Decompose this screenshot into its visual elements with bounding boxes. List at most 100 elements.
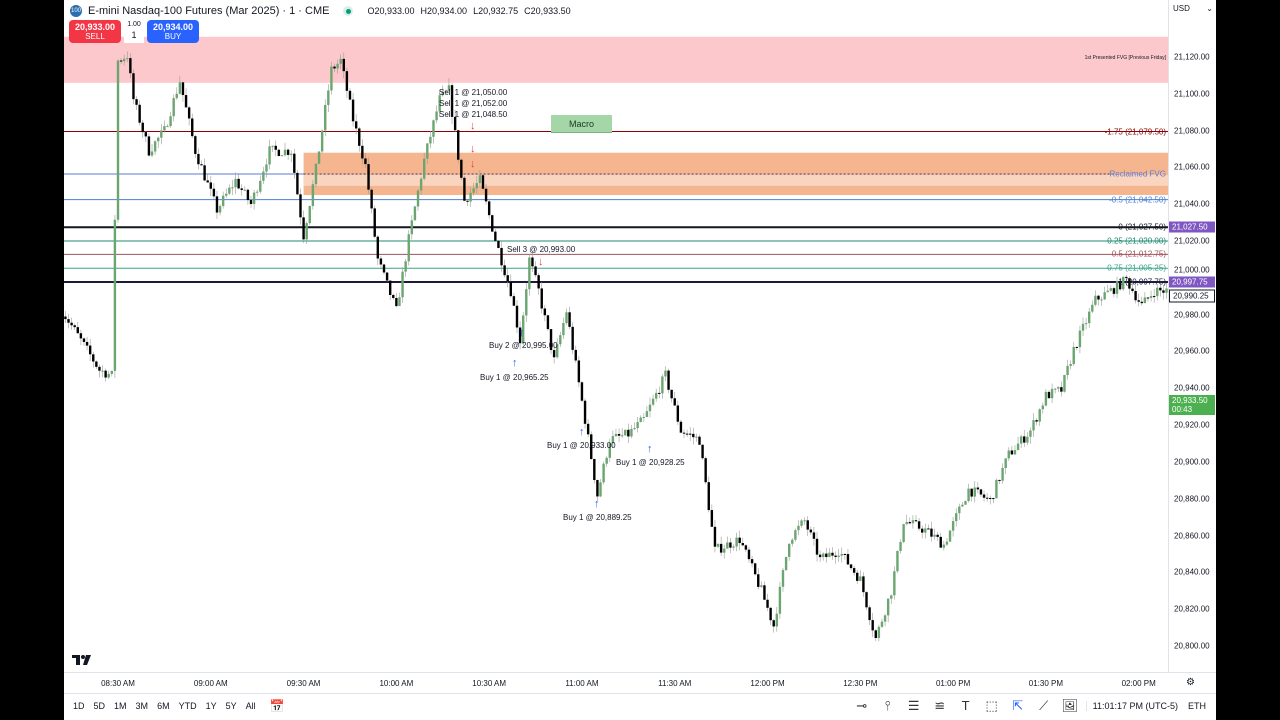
vertical-line-icon[interactable]: ⫯ (884, 697, 891, 713)
candle (713, 526, 717, 547)
horizontal-ray-icon[interactable]: ⊸ (856, 697, 868, 713)
level-label: 0.25 (21,020.00) (1107, 236, 1166, 246)
candle (512, 296, 516, 306)
candle (274, 145, 277, 150)
candle (153, 141, 157, 152)
rectangle-icon[interactable]: ⬚ (985, 697, 998, 713)
time-label: 10:30 AM (472, 679, 507, 688)
range-3m[interactable]: 3M (135, 700, 149, 711)
candle (1143, 297, 1147, 304)
range-6m[interactable]: 6M (157, 700, 170, 711)
candle (1053, 388, 1057, 390)
buy-label: Buy 1 @ 20,965.25 (480, 373, 549, 382)
candle (738, 537, 741, 544)
settings-icon[interactable]: ⚙ (1186, 677, 1195, 688)
candle (228, 187, 231, 194)
candle (491, 215, 494, 232)
cursor-icon[interactable]: ⇱ (1012, 697, 1024, 713)
candle (920, 528, 924, 533)
candle (781, 570, 785, 587)
candle (67, 319, 70, 323)
tradingview-logo[interactable] (72, 653, 92, 668)
candle (1097, 295, 1100, 300)
buy-label: Buy 1 @ 20,928.25 (616, 458, 685, 467)
candle (324, 104, 327, 131)
trend-line-icon[interactable]: ⟋ (1039, 697, 1049, 713)
macro-box[interactable]: Macro (551, 115, 612, 133)
candle (843, 553, 847, 555)
candle (453, 116, 457, 131)
candle (361, 145, 364, 159)
time-axis[interactable]: ⚙ 08:30 AM 09:00 AM 09:30 AM 10:00 AM 10:30 … (64, 672, 1216, 693)
candle (354, 121, 358, 129)
candle (992, 498, 995, 500)
range-all[interactable]: All (245, 700, 256, 711)
candle (333, 66, 336, 69)
candle (719, 543, 723, 553)
candle (651, 398, 655, 405)
candle (116, 60, 120, 220)
price-axis[interactable]: USD ⌄ 21,120.00 21,100.00 21,080.00 21,060.0… (1168, 0, 1216, 672)
candle (673, 398, 676, 406)
currency-label: USD (1173, 4, 1190, 13)
text-icon[interactable]: T (961, 697, 970, 713)
candle (169, 116, 172, 127)
candle (206, 180, 209, 183)
candle (419, 178, 423, 191)
candle (506, 275, 509, 282)
candle (395, 298, 398, 307)
price-label: 21,020.00 (1174, 236, 1210, 246)
candle (126, 58, 129, 60)
candle (822, 553, 825, 558)
candle (79, 333, 83, 339)
fvg-zone-inner (303, 174, 1168, 186)
range-5d[interactable]: 5D (93, 700, 106, 711)
candle (320, 130, 324, 152)
candle (766, 599, 769, 608)
candle (778, 586, 782, 614)
range-5y[interactable]: 5Y (225, 700, 237, 711)
buy-button[interactable]: 20,934.00 BUY (147, 20, 199, 43)
price-label: 21,060.00 (1174, 162, 1210, 172)
range-ytd[interactable]: YTD (178, 700, 197, 711)
symbol-title[interactable]: E-mini Nasdaq-100 Futures (Mar 2025) · 1… (88, 5, 330, 17)
session-toggle[interactable]: ETH (1188, 700, 1206, 711)
candle (423, 158, 426, 179)
candle (521, 315, 525, 344)
range-1m[interactable]: 1M (114, 700, 127, 711)
ohlc-open: O20,933.00 (367, 6, 415, 16)
candle (1156, 287, 1159, 297)
chevron-down-icon: ⌄ (1206, 4, 1213, 13)
candle (209, 182, 212, 189)
clock[interactable]: 11:01:17 PM (UTC-5) (1085, 700, 1178, 711)
fib-icon[interactable]: ≌ (934, 697, 946, 713)
candle (951, 521, 955, 531)
candle (556, 344, 559, 358)
currency-select[interactable]: USD ⌄ (1173, 4, 1213, 13)
candle (1134, 291, 1137, 301)
candle (961, 504, 964, 507)
candle (280, 155, 284, 157)
date-range-icon[interactable]: 📅 (269, 698, 285, 713)
range-1d[interactable]: 1D (73, 700, 85, 711)
candle (1069, 364, 1072, 366)
candle (642, 417, 646, 419)
image-icon[interactable]: 🖼 (1061, 697, 1079, 713)
price-chart[interactable] (64, 0, 1168, 672)
candle (1131, 288, 1134, 292)
range-1y[interactable]: 1Y (205, 700, 217, 711)
quantity-field[interactable]: 1.00 1 (124, 20, 144, 43)
price-label: 21,100.00 (1174, 89, 1210, 99)
candle (917, 521, 921, 529)
sell-button[interactable]: 20,933.00 SELL (69, 20, 121, 43)
candle (1149, 296, 1153, 298)
time-label: 11:00 AM (565, 679, 599, 688)
candle (463, 177, 466, 201)
candle (160, 130, 163, 138)
candle (1162, 290, 1165, 293)
candle (726, 542, 729, 549)
candle (407, 234, 410, 262)
parallel-lines-icon[interactable]: ☰ (907, 697, 920, 713)
price-tag: 21,027.50 (1169, 221, 1215, 233)
time-label: 08:30 AM (101, 679, 135, 688)
